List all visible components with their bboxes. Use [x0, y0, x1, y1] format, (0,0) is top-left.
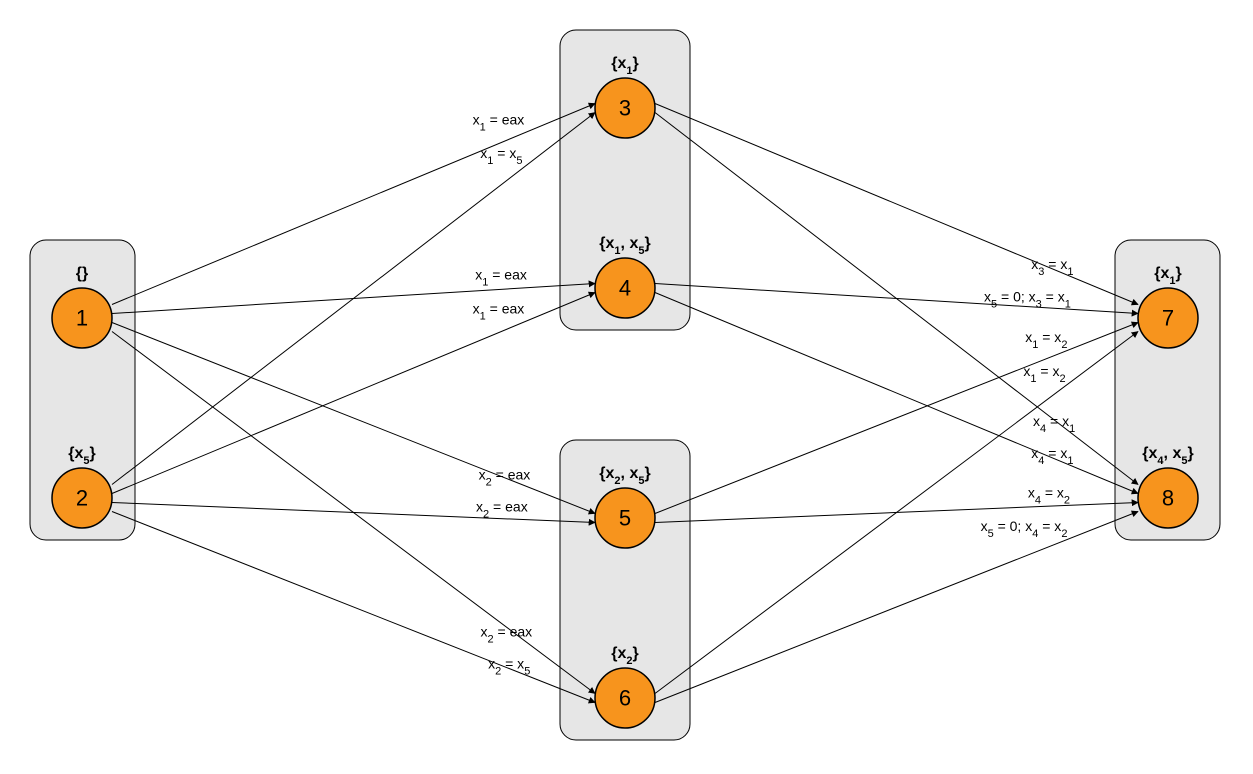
edge-label-n1-n3: x1 = eax: [473, 111, 525, 133]
edge-label-n4-n8: x4 = x1: [1031, 445, 1073, 467]
node-number-2: 2: [76, 486, 88, 511]
edge-n6-n7: [655, 332, 1138, 694]
edge-label-n3-n8: x4 = x1: [1033, 413, 1075, 435]
edge-n2-n6: [112, 512, 595, 703]
node-number-1: 1: [76, 306, 88, 331]
edge-label-n2-n6: x2 = x5: [488, 655, 530, 677]
edge-label-n2-n4: x1 = eax: [473, 300, 525, 322]
edge-label-n6-n8: x5 = 0; x4 = x2: [981, 518, 1068, 540]
node-number-5: 5: [619, 506, 631, 531]
edge-label-n5-n7: x1 = x2: [1025, 329, 1067, 351]
node-number-8: 8: [1162, 486, 1174, 511]
node-number-7: 7: [1162, 306, 1174, 331]
edge-n2-n3: [112, 113, 595, 485]
edge-n1-n5: [112, 323, 595, 514]
node-number-4: 4: [619, 276, 631, 301]
node-4: 4{x1, x5}: [595, 235, 655, 318]
edge-n3-n7: [655, 104, 1138, 305]
edge-label-n2-n3: x1 = x5: [480, 145, 522, 167]
node-8: 8{x4, x5}: [1138, 445, 1198, 528]
edge-label-n6-n7: x1 = x2: [1023, 363, 1065, 385]
edge-label-n2-n5: x2 = eax: [476, 499, 528, 521]
node-number-6: 6: [619, 686, 631, 711]
edge-label-n1-n6: x2 = eax: [481, 623, 533, 645]
edge-label-n1-n4: x1 = eax: [475, 267, 527, 289]
edge-n2-n4: [112, 293, 595, 494]
edge-label-n5-n8: x4 = x2: [1028, 484, 1070, 506]
node-label-1: {}: [76, 265, 88, 282]
edge-n6-n8: [655, 512, 1138, 703]
node-number-3: 3: [619, 96, 631, 121]
state-diagram: x1 = eax x1 = eax x2 = eax x2 = eax x1 = x5 x…: [0, 0, 1253, 774]
edge-label-n3-n7: x3 = x1: [1031, 256, 1073, 278]
node-5: 5{x2, x5}: [595, 465, 655, 548]
edge-n4-n8: [655, 293, 1138, 494]
